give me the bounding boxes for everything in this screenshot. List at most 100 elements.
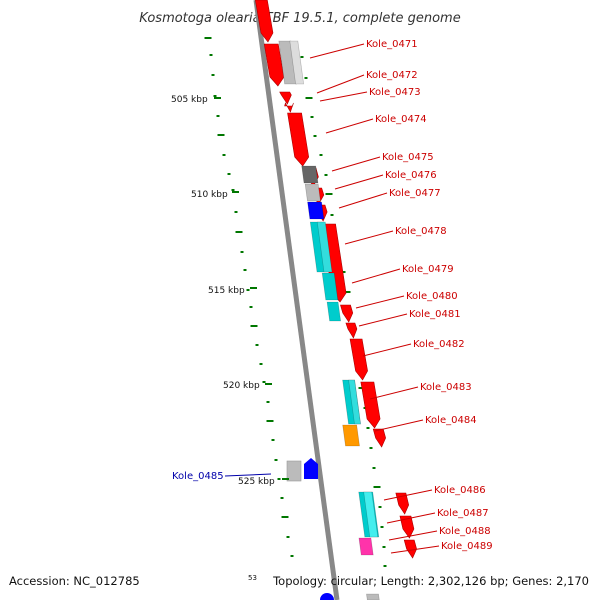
- blue-feature: [320, 593, 334, 600]
- gc-skew-mark: [330, 214, 334, 216]
- cyan-feature: [363, 491, 379, 538]
- gc-skew-mark: [255, 344, 259, 346]
- gc-skew-mark: [369, 447, 373, 449]
- gene-label[interactable]: Kole_0486: [434, 485, 486, 496]
- gc-skew-mark: [227, 173, 231, 175]
- gene-arrow: [395, 492, 410, 515]
- gene-leader-line: [334, 174, 384, 190]
- gc-skew-mark: [382, 546, 386, 548]
- topology-text: Topology: circular; Length: 2,302,126 bp…: [272, 574, 589, 588]
- gc-skew-mark: [246, 289, 250, 291]
- gc-skew-mark: [231, 189, 235, 191]
- gc-skew-mark: [373, 486, 381, 488]
- gene-labels: Kole_0471 Kole_0472 Kole_0473 Kole_0474 Kole…: [172, 39, 493, 554]
- gray-feature: [304, 183, 321, 202]
- gene-arrow: [345, 322, 358, 339]
- gc-skew-mark: [310, 116, 314, 118]
- kbp-tick-mark: [250, 287, 257, 289]
- dark-gray-feature: [301, 165, 319, 184]
- gene-arrow: [254, 0, 274, 43]
- gc-skew-mark: [266, 401, 270, 403]
- gc-skew-mark: [249, 306, 253, 308]
- gc-skew-mark: [213, 95, 217, 97]
- gene-label[interactable]: Kole_0485: [172, 471, 224, 482]
- gc-skew-mark: [259, 363, 263, 365]
- gc-skew-mark: [280, 497, 284, 499]
- gc-skew-mark: [286, 536, 290, 538]
- gene-label[interactable]: Kole_0472: [366, 70, 418, 81]
- gc-skew-mark: [243, 269, 247, 271]
- gene-label[interactable]: Kole_0481: [409, 309, 461, 320]
- genome-backbone: [253, 0, 340, 600]
- gc-skew-mark: [319, 154, 323, 156]
- kbp-tick-label: 515 kbp: [208, 286, 245, 296]
- gc-skew-mark: [262, 381, 266, 383]
- gc-skew-mark: [378, 506, 382, 508]
- kbp-tick-label: 505 kbp: [171, 95, 208, 105]
- gene-label[interactable]: Kole_0479: [402, 264, 454, 275]
- gene-leader-line: [224, 473, 272, 477]
- gene-leader-line: [374, 419, 424, 432]
- gene-label[interactable]: Kole_0487: [437, 508, 489, 519]
- gene-arrow: [287, 112, 310, 167]
- kbp-tick-mark: [265, 383, 272, 385]
- gene-label[interactable]: Kole_0480: [406, 291, 458, 302]
- gc-skew-mark: [305, 97, 313, 99]
- gc-skew-mark: [300, 56, 304, 58]
- gc-skew-mark: [366, 427, 370, 429]
- gene-arrow: [360, 381, 381, 429]
- gc-skew-mark: [277, 478, 281, 480]
- genome-title: Kosmotoga olearia TBF 19.5.1, complete g…: [139, 11, 460, 26]
- gene-leader-line: [390, 545, 440, 554]
- gene-leader-line: [316, 74, 365, 94]
- gene-leader-line: [355, 295, 405, 309]
- gene-label[interactable]: Kole_0475: [382, 152, 434, 163]
- cyan-feature: [326, 301, 341, 322]
- gc-skew-mark: [216, 115, 220, 117]
- gene-label[interactable]: Kole_0477: [389, 188, 441, 199]
- gene-label[interactable]: Kole_0471: [366, 39, 418, 50]
- gc-skew-mark: [271, 439, 275, 441]
- gene-arrow: [284, 102, 294, 113]
- gene-leader-line: [331, 156, 381, 172]
- orange-feature: [342, 424, 360, 447]
- gc-skew-mark: [281, 516, 289, 518]
- gene-arrow: [399, 515, 415, 539]
- gc-skew-mark: [383, 565, 387, 567]
- gc-skew-mark: [240, 251, 244, 253]
- gene-label[interactable]: Kole_0478: [395, 226, 447, 237]
- gc-skew-mark: [217, 134, 225, 136]
- gc-skew-mark: [204, 37, 212, 39]
- gene-label[interactable]: Kole_0483: [420, 382, 472, 393]
- cyan-feature: [321, 272, 339, 301]
- gene-label[interactable]: Kole_0473: [369, 87, 421, 98]
- gene-leader-line: [362, 343, 412, 357]
- gc-skew-mark: [342, 271, 346, 273]
- gc-skew-mark: [235, 231, 243, 233]
- gene-label[interactable]: Kole_0489: [441, 541, 493, 552]
- gene-label[interactable]: Kole_0482: [413, 339, 465, 350]
- gc-skew-mark: [372, 467, 376, 469]
- gene-leader-line: [325, 118, 374, 134]
- gc-skew-mark: [266, 420, 274, 422]
- gene-label[interactable]: Kole_0474: [375, 114, 427, 125]
- gray-feature: [289, 40, 304, 85]
- kbp-tick-mark: [282, 478, 289, 480]
- gene-leader-line: [383, 489, 433, 501]
- gene-arrow: [279, 91, 292, 105]
- gene-label[interactable]: Kole_0484: [425, 415, 477, 426]
- kbp-scale: 505 kbp 510 kbp 515 kbp 520 kbp 525 kbp: [171, 95, 289, 487]
- gene-leader-line: [386, 512, 436, 524]
- gene-label[interactable]: Kole_0476: [385, 170, 437, 181]
- kbp-tick-mark: [214, 97, 221, 99]
- cyan-feature: [348, 379, 361, 425]
- gene-leader-line: [369, 386, 419, 400]
- gene-arrow: [263, 43, 285, 87]
- kbp-tick-mark: [232, 191, 239, 193]
- kbp-tick-label: 525 kbp: [238, 477, 275, 487]
- gene-leader-line: [319, 91, 368, 102]
- gene-leader-line: [338, 192, 388, 209]
- gene-label[interactable]: Kole_0488: [439, 526, 491, 537]
- gc-skew-mark: [209, 54, 213, 56]
